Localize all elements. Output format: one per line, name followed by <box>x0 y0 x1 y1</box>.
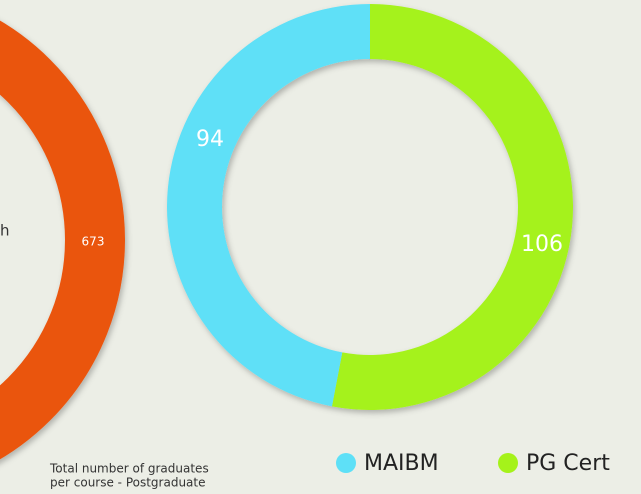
donut <box>167 4 574 410</box>
data-label: 94 <box>196 127 224 152</box>
donut-segment <box>331 4 574 410</box>
data-label: 673 <box>82 235 105 249</box>
legend-label: PG Cert <box>526 451 610 476</box>
data-label: 106 <box>521 232 563 257</box>
legend-swatch <box>498 453 518 473</box>
caption: Total number of graduates <box>49 462 209 476</box>
annotation: h <box>0 222 10 240</box>
caption: per course - Postgraduate <box>50 476 206 490</box>
legend-label: MAIBM <box>364 451 439 476</box>
donut-segment <box>167 4 370 407</box>
legend-swatch <box>336 453 356 473</box>
donut-segment <box>0 20 125 460</box>
